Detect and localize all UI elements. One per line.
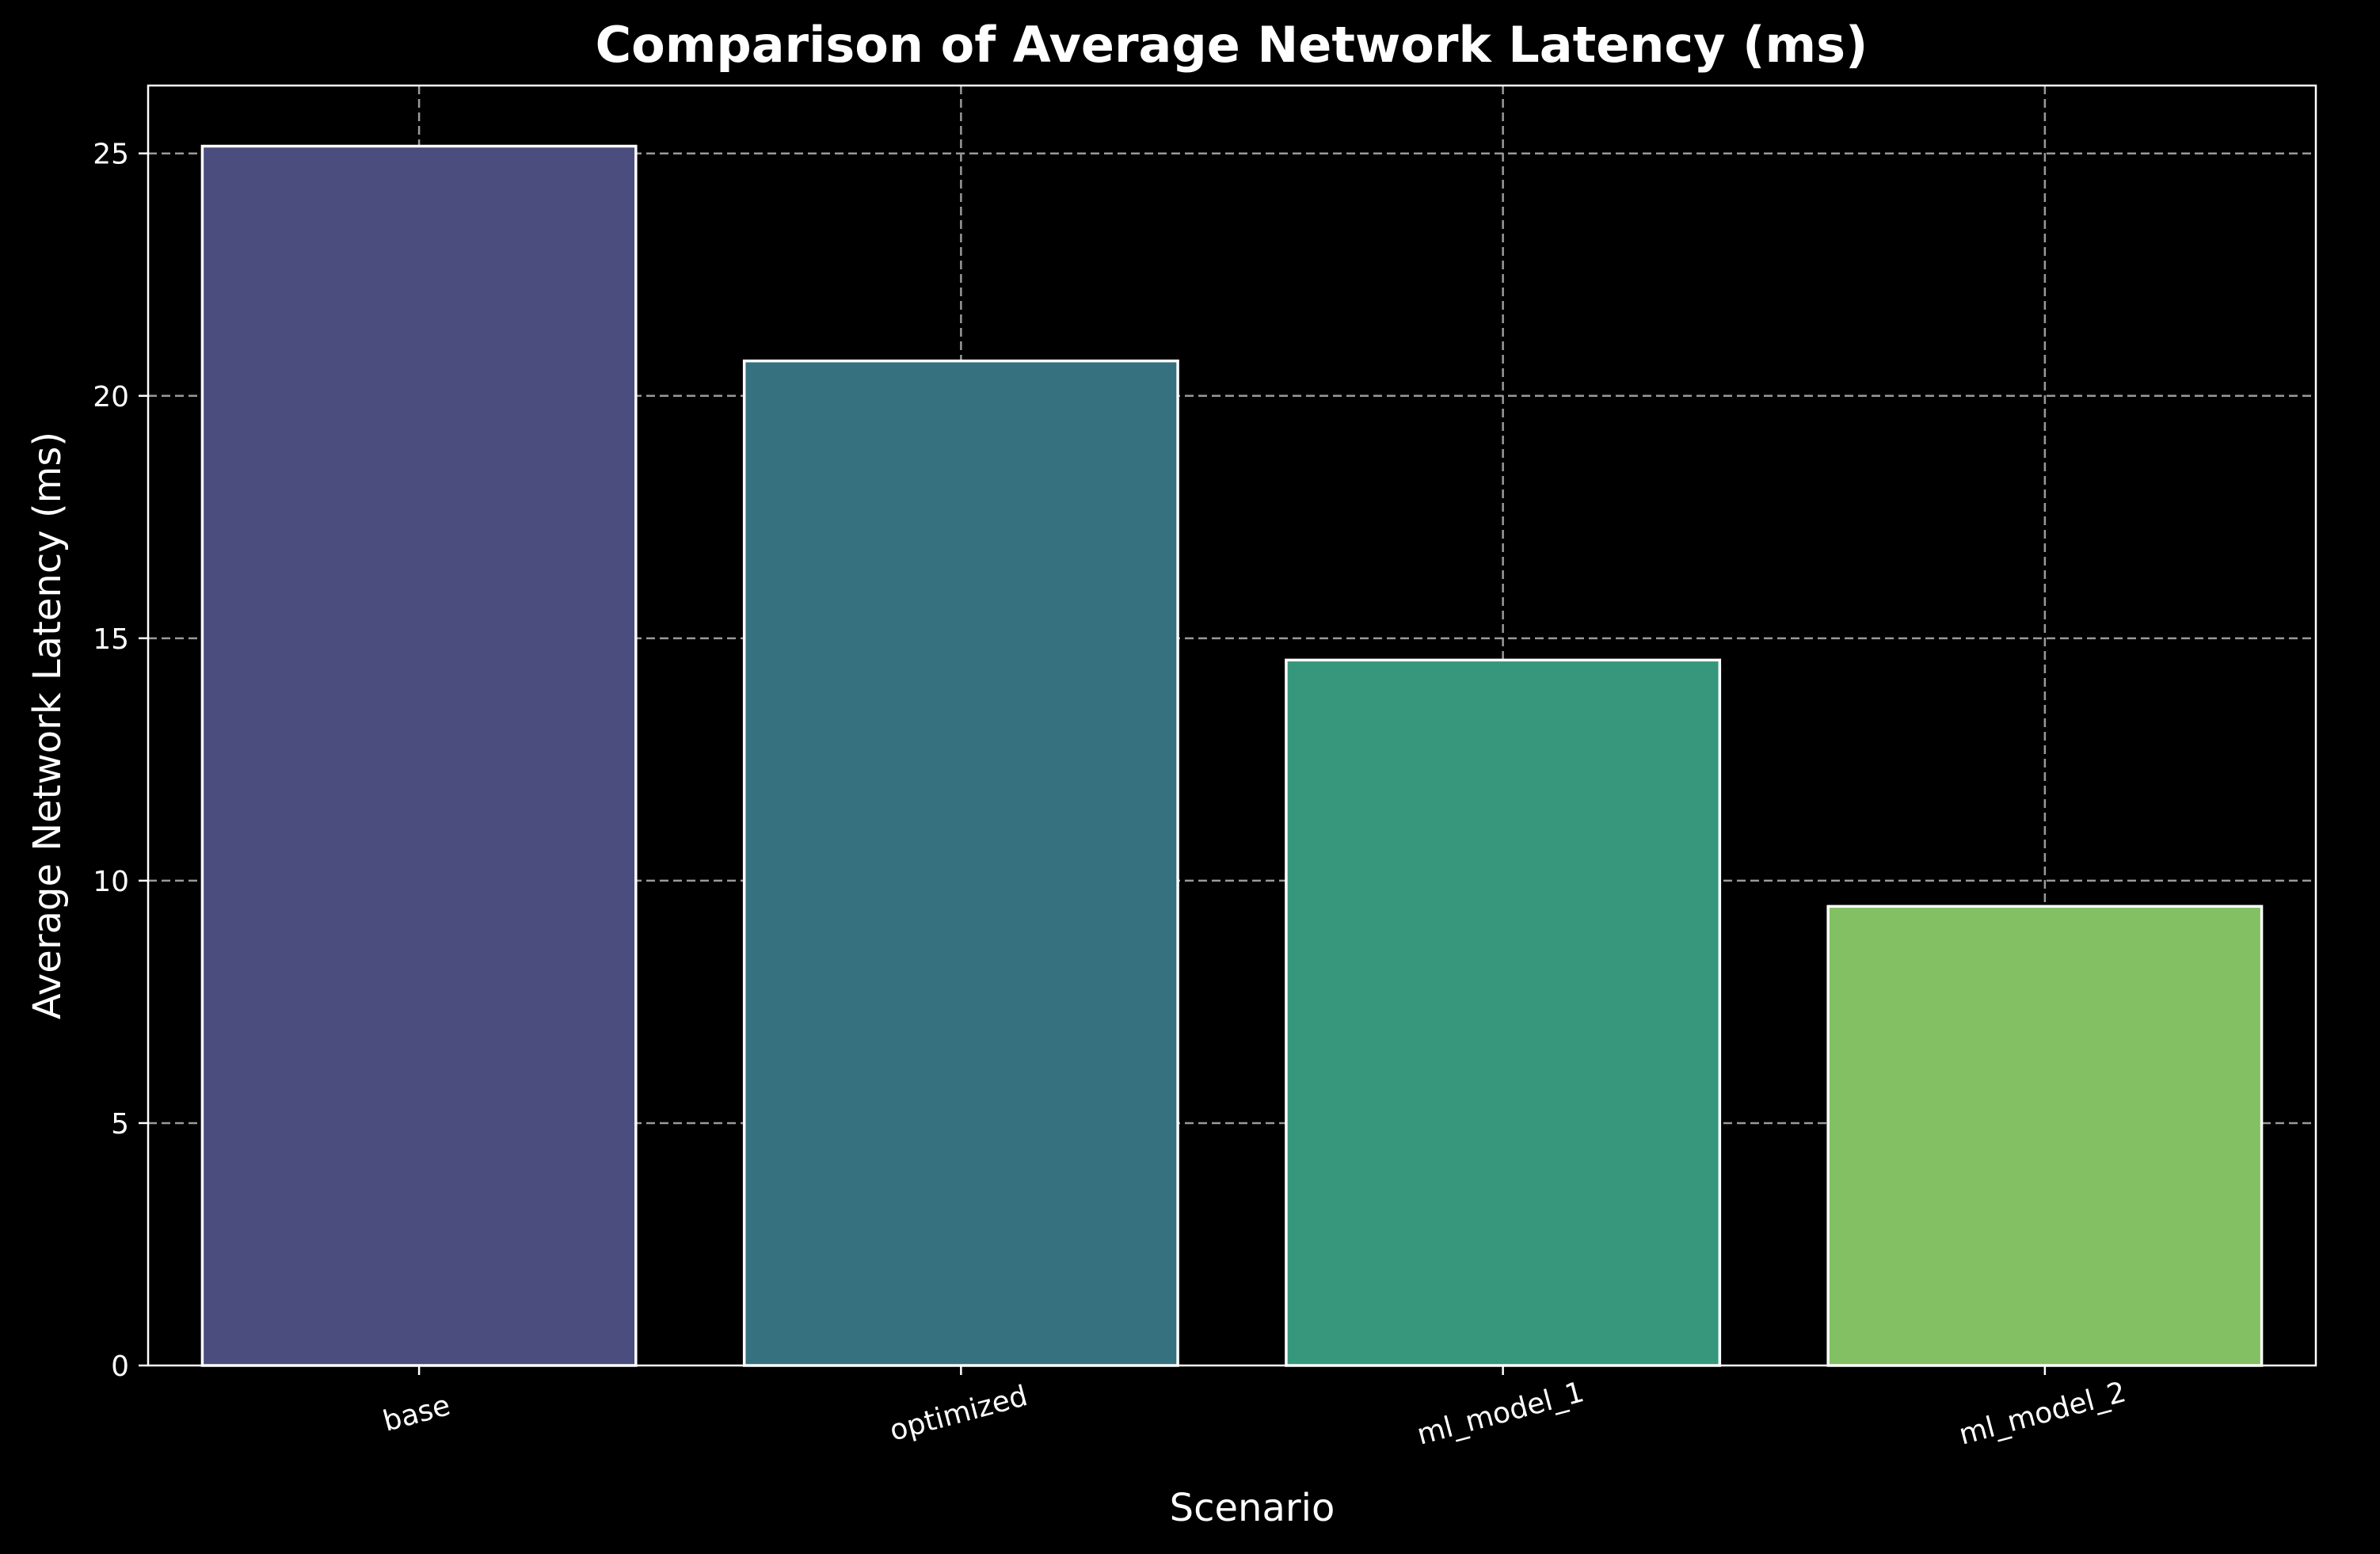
bar-ml_model_1 (1285, 658, 1722, 1367)
y-tick-label: 15 (93, 623, 129, 656)
chart-title: Comparison of Average Network Latency (m… (596, 16, 1868, 74)
y-tick-label: 5 (111, 1108, 129, 1141)
x-axis-label: Scenario (1170, 1486, 1335, 1530)
plot-frame (147, 84, 2317, 1367)
y-tick-label: 25 (93, 139, 129, 171)
bar-base (200, 144, 638, 1367)
bar-ml_model_2 (1826, 905, 2264, 1367)
y-axis-ticks: 0 5 10 15 20 25 (93, 139, 148, 1383)
y-tick-label: 10 (93, 866, 129, 898)
bar-optimized (742, 359, 1179, 1367)
bars (200, 144, 2264, 1367)
y-tick-label: 20 (93, 381, 129, 413)
y-axis-label: Average Network Latency (ms) (25, 432, 70, 1019)
y-tick-label: 0 (111, 1350, 129, 1383)
